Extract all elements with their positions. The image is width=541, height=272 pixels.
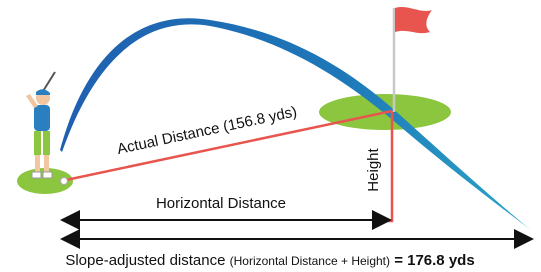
ball-flight-arc	[60, 18, 531, 230]
flag	[395, 7, 432, 33]
golfer	[26, 72, 68, 185]
height-label: Height	[365, 147, 382, 191]
diagram: Actual Distance (156.8 yds) Horizontal D…	[0, 0, 541, 272]
slope-formula: (Horizontal Distance + Height)	[230, 254, 390, 268]
slope-title: Slope-adjusted distance	[65, 252, 225, 269]
slope-label: Slope-adjusted distance (Horizontal Dist…	[65, 252, 474, 269]
slope-result: = 176.8 yds	[394, 252, 474, 269]
horizontal-distance-label: Horizontal Distance	[156, 195, 286, 212]
